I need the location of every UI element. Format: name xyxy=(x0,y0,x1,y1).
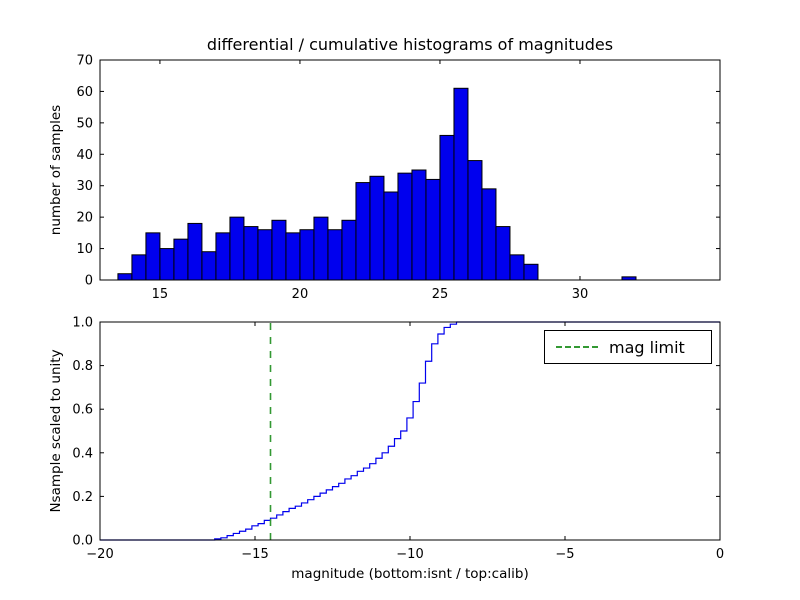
bottom-x-tick-label: −15 xyxy=(241,547,268,562)
histogram-bar xyxy=(425,178,441,281)
bottom-y-tick-label: 0.6 xyxy=(72,403,93,418)
top-y-tick-label: 10 xyxy=(76,242,93,257)
histogram-bar xyxy=(243,226,259,281)
histogram-bar xyxy=(229,216,245,281)
bottom-x-tick-label: 0 xyxy=(716,547,724,562)
top-x-tick-label: 30 xyxy=(572,287,589,302)
histogram-bar xyxy=(187,222,203,281)
histogram-bar xyxy=(173,238,189,281)
bottom-y-tick-label: 0.2 xyxy=(72,490,93,505)
histogram-bar xyxy=(383,191,399,281)
bottom-x-tick-label: −20 xyxy=(86,547,113,562)
bottom-axes-frame xyxy=(99,321,721,541)
histogram-bar xyxy=(327,229,343,281)
histogram-bar xyxy=(117,273,133,281)
top-x-tick-label: 25 xyxy=(432,287,449,302)
histogram-bar xyxy=(285,232,301,281)
histogram-bar xyxy=(481,188,497,281)
bottom-x-tick-label: −10 xyxy=(396,547,423,562)
top-y-tick-label: 30 xyxy=(76,179,93,194)
bottom-x-tick-label: −5 xyxy=(555,547,574,562)
histogram-bar xyxy=(159,248,175,281)
histogram-bar xyxy=(355,182,371,281)
chart-title: differential / cumulative histograms of … xyxy=(206,35,614,54)
histogram-bar xyxy=(271,219,287,281)
top-y-tick-label: 60 xyxy=(76,85,93,100)
histogram-bar xyxy=(215,232,231,281)
bottom-y-tick-label: 1.0 xyxy=(72,316,93,331)
histogram-bar xyxy=(313,216,329,281)
histogram-bar xyxy=(523,263,539,281)
top-y-tick-label: 70 xyxy=(76,54,93,69)
histogram-bar xyxy=(201,251,217,281)
legend-label: mag limit xyxy=(609,337,685,357)
histogram-bar xyxy=(453,87,469,281)
histogram-bar xyxy=(257,229,273,281)
histogram-bar xyxy=(299,229,315,281)
x-axis-label: magnitude (bottom:isnt / top:calib) xyxy=(291,566,529,582)
top-y-tick-label: 50 xyxy=(76,116,93,131)
legend-box: mag limit xyxy=(544,330,712,364)
top-y-tick-label: 40 xyxy=(76,148,93,163)
top-y-tick-label: 0 xyxy=(85,274,93,289)
histogram-bar xyxy=(341,219,357,281)
top-y-tick-label: 20 xyxy=(76,211,93,226)
histogram-bar xyxy=(369,175,385,281)
cumulative-step-curve xyxy=(100,321,720,541)
histogram-bar xyxy=(467,160,483,281)
histogram-bar xyxy=(145,232,161,281)
bottom-y-axis-label: Nsample scaled to unity xyxy=(48,349,64,513)
bottom-y-tick-label: 0.0 xyxy=(72,534,93,549)
top-x-tick-label: 20 xyxy=(292,287,309,302)
bottom-y-tick-label: 0.4 xyxy=(72,446,93,461)
bottom-y-tick-label: 0.8 xyxy=(72,359,93,374)
histogram-bar xyxy=(495,226,511,281)
top-axes-frame xyxy=(99,59,721,281)
top-x-tick-label: 15 xyxy=(152,287,169,302)
histogram-bar xyxy=(411,169,427,281)
legend-dashed-line-sample xyxy=(556,346,598,348)
top-y-axis-label: number of samples xyxy=(48,104,64,236)
histogram-bar xyxy=(397,172,413,281)
histogram-bar xyxy=(509,254,525,281)
histogram-bar xyxy=(439,134,455,281)
histogram-bar xyxy=(131,254,147,281)
